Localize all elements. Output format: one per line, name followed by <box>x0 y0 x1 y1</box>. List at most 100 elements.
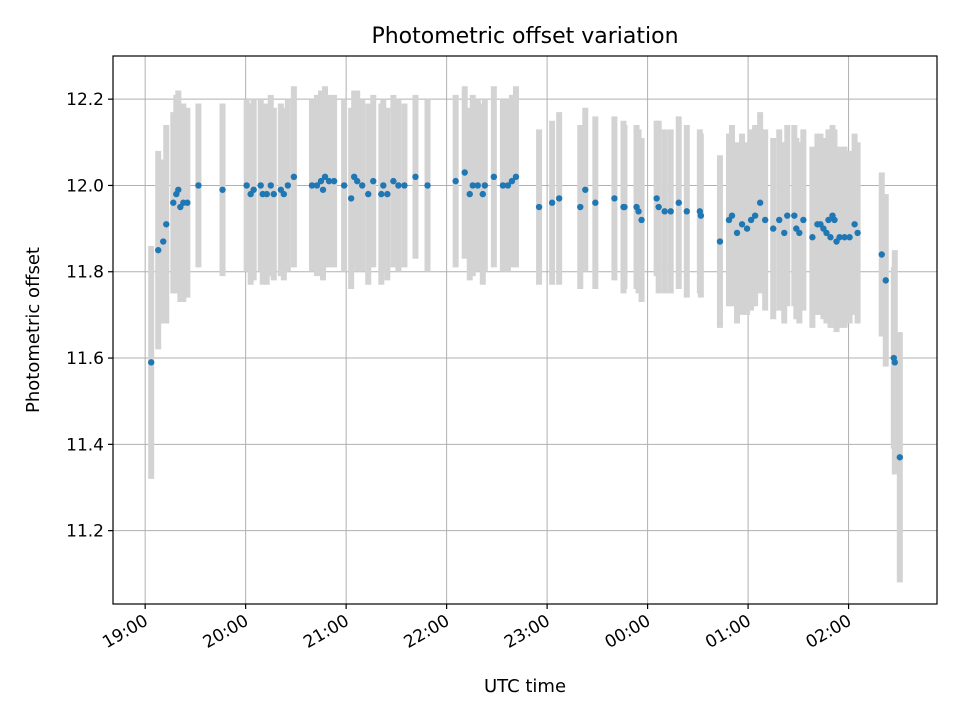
data-point <box>747 216 755 224</box>
data-point <box>577 203 584 211</box>
data-point <box>827 234 834 241</box>
data-point <box>243 182 250 189</box>
data-point <box>395 182 402 189</box>
data-point <box>653 195 660 202</box>
data-point <box>378 190 385 198</box>
data-point <box>499 182 507 189</box>
data-point <box>319 186 327 193</box>
data-point <box>841 234 848 241</box>
data-point <box>474 182 481 189</box>
data-point <box>313 182 321 189</box>
data-point <box>508 177 516 185</box>
data-point <box>770 225 777 232</box>
data-point <box>791 212 798 219</box>
data-point <box>733 229 741 237</box>
data-point <box>401 182 408 189</box>
data-point <box>195 182 202 189</box>
data-point <box>784 212 791 219</box>
data-point <box>263 190 270 198</box>
data-point <box>490 173 498 181</box>
data-point <box>751 212 759 219</box>
data-point <box>675 199 682 206</box>
data-point <box>592 199 599 206</box>
chart-title: Photometric offset variation <box>371 24 678 49</box>
data-point <box>321 173 329 181</box>
data-point <box>548 199 556 206</box>
data-point <box>424 182 431 189</box>
data-point <box>582 186 589 193</box>
data-points <box>147 169 904 461</box>
data-point <box>796 229 803 237</box>
data-point <box>738 221 746 228</box>
data-point <box>846 234 853 241</box>
data-point <box>611 195 618 202</box>
data-point <box>175 186 182 193</box>
data-point <box>831 216 838 224</box>
data-point <box>836 234 843 241</box>
data-point <box>882 277 889 284</box>
data-point <box>280 190 288 198</box>
data-point <box>270 190 277 198</box>
data-point <box>728 212 736 219</box>
data-point <box>290 173 298 181</box>
data-point <box>267 182 274 189</box>
data-point <box>380 182 387 189</box>
data-point <box>854 229 861 237</box>
data-point <box>353 177 361 185</box>
plot-frame <box>112 55 938 605</box>
x-axis-label: UTC time <box>484 676 566 697</box>
data-point <box>412 173 419 181</box>
data-point <box>555 195 563 202</box>
data-point <box>655 203 662 211</box>
data-point <box>504 182 512 189</box>
data-point <box>851 221 858 228</box>
data-point <box>891 359 898 366</box>
data-point <box>683 208 690 215</box>
y-tick-label: 11.2 <box>66 522 104 542</box>
data-point <box>390 177 397 185</box>
data-point <box>661 208 668 215</box>
y-tick-label: 12.2 <box>66 90 104 110</box>
data-point <box>809 234 816 241</box>
y-tick-label: 12.0 <box>66 176 104 196</box>
data-point <box>825 216 832 224</box>
data-point <box>535 203 543 211</box>
data-point <box>325 177 333 185</box>
data-point <box>481 182 489 189</box>
data-point <box>257 182 264 189</box>
data-point <box>896 454 904 461</box>
data-point <box>452 177 459 185</box>
data-point <box>384 190 391 198</box>
data-point <box>800 216 807 224</box>
data-point <box>155 246 162 254</box>
y-tick-label: 11.4 <box>66 435 104 455</box>
data-point <box>284 182 292 189</box>
data-point <box>878 251 885 258</box>
data-point <box>638 216 645 224</box>
data-point <box>163 221 170 228</box>
data-point <box>250 186 257 193</box>
data-point <box>317 177 325 185</box>
data-point <box>370 177 377 185</box>
data-point <box>635 208 642 215</box>
data-point <box>716 238 724 245</box>
data-point <box>469 182 476 189</box>
y-tick-label: 11.6 <box>66 349 104 369</box>
y-axis-label: Photometric offset <box>23 247 44 413</box>
data-point <box>170 199 177 206</box>
data-point <box>160 238 167 245</box>
data-point <box>697 212 705 219</box>
data-point <box>147 359 155 366</box>
data-point <box>219 186 226 193</box>
data-point <box>667 208 674 215</box>
data-point <box>359 182 366 189</box>
data-point <box>743 225 751 232</box>
data-point <box>761 216 769 224</box>
data-point <box>365 190 372 198</box>
data-point <box>347 195 355 202</box>
data-point <box>776 216 783 224</box>
data-point <box>479 190 486 198</box>
data-point <box>461 169 468 176</box>
data-point <box>340 182 348 189</box>
